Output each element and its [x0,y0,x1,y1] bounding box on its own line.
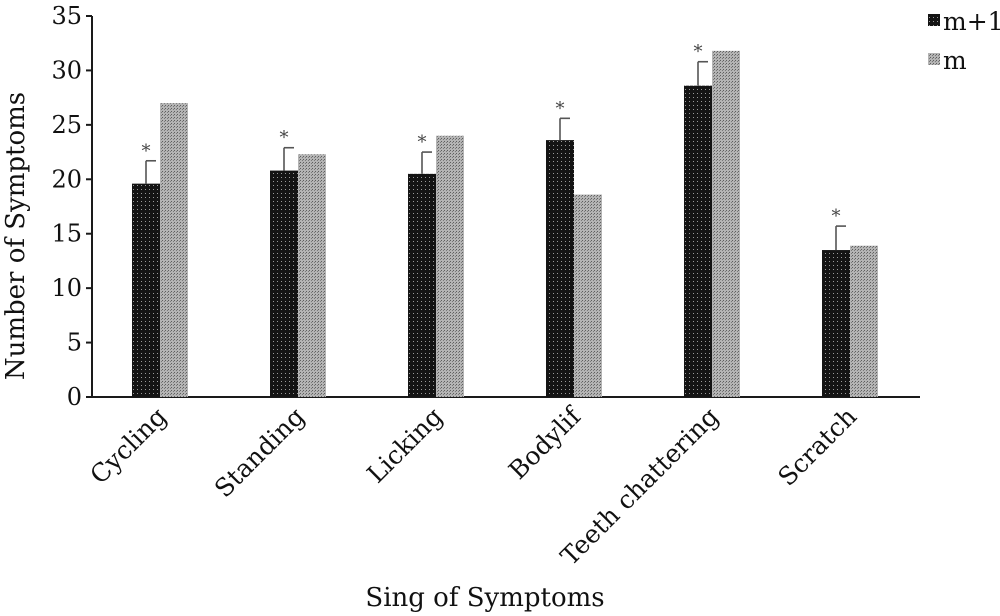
legend-label-m: m [943,46,967,75]
bars-group: * * * * * * [132,42,878,397]
significance-marker: * [418,132,427,153]
x-axis-title: Sing of Symptoms [365,583,604,613]
y-tick-label: 25 [51,111,82,139]
y-tick-label: 15 [51,220,82,248]
significance-marker: * [556,98,565,119]
bar-m [574,194,602,397]
x-tick-label: Cycling [84,402,172,490]
bar-m [436,135,464,397]
bar-m1 [546,140,574,397]
x-tick-label: Licking [361,402,448,489]
bar-m1 [408,173,436,397]
y-tick-label: 35 [51,2,82,30]
bar-m [160,103,188,397]
y-axis-ticks: 0 5 10 15 20 25 30 35 [51,2,92,411]
y-tick-label: 5 [67,329,82,357]
bar-m1 [132,183,160,397]
y-axis-title: Number of Symptoms [1,92,31,380]
legend-swatch-m [928,53,940,65]
significance-marker: * [142,141,151,162]
significance-marker: * [832,206,841,227]
significance-marker: * [694,42,703,63]
axes [91,16,920,398]
x-tick-label: Scratch [772,402,862,492]
y-tick-label: 30 [51,56,82,84]
x-tick-label: Standing [209,402,310,503]
y-tick-label: 0 [67,383,82,411]
bar-m1 [822,250,850,397]
legend-swatch-m1 [928,14,940,26]
legend-label-m1: m+1 [943,7,1000,36]
y-tick-label: 10 [51,274,82,302]
bar-m1 [270,170,298,397]
x-tick-label: Bodylif [503,401,588,486]
bar-m1 [684,85,712,397]
bar-m [712,50,740,397]
legend: m+1 m [928,7,1000,75]
y-tick-label: 20 [51,165,82,193]
bar-m [298,154,326,397]
significance-marker: * [280,128,289,149]
bar-m [850,245,878,397]
